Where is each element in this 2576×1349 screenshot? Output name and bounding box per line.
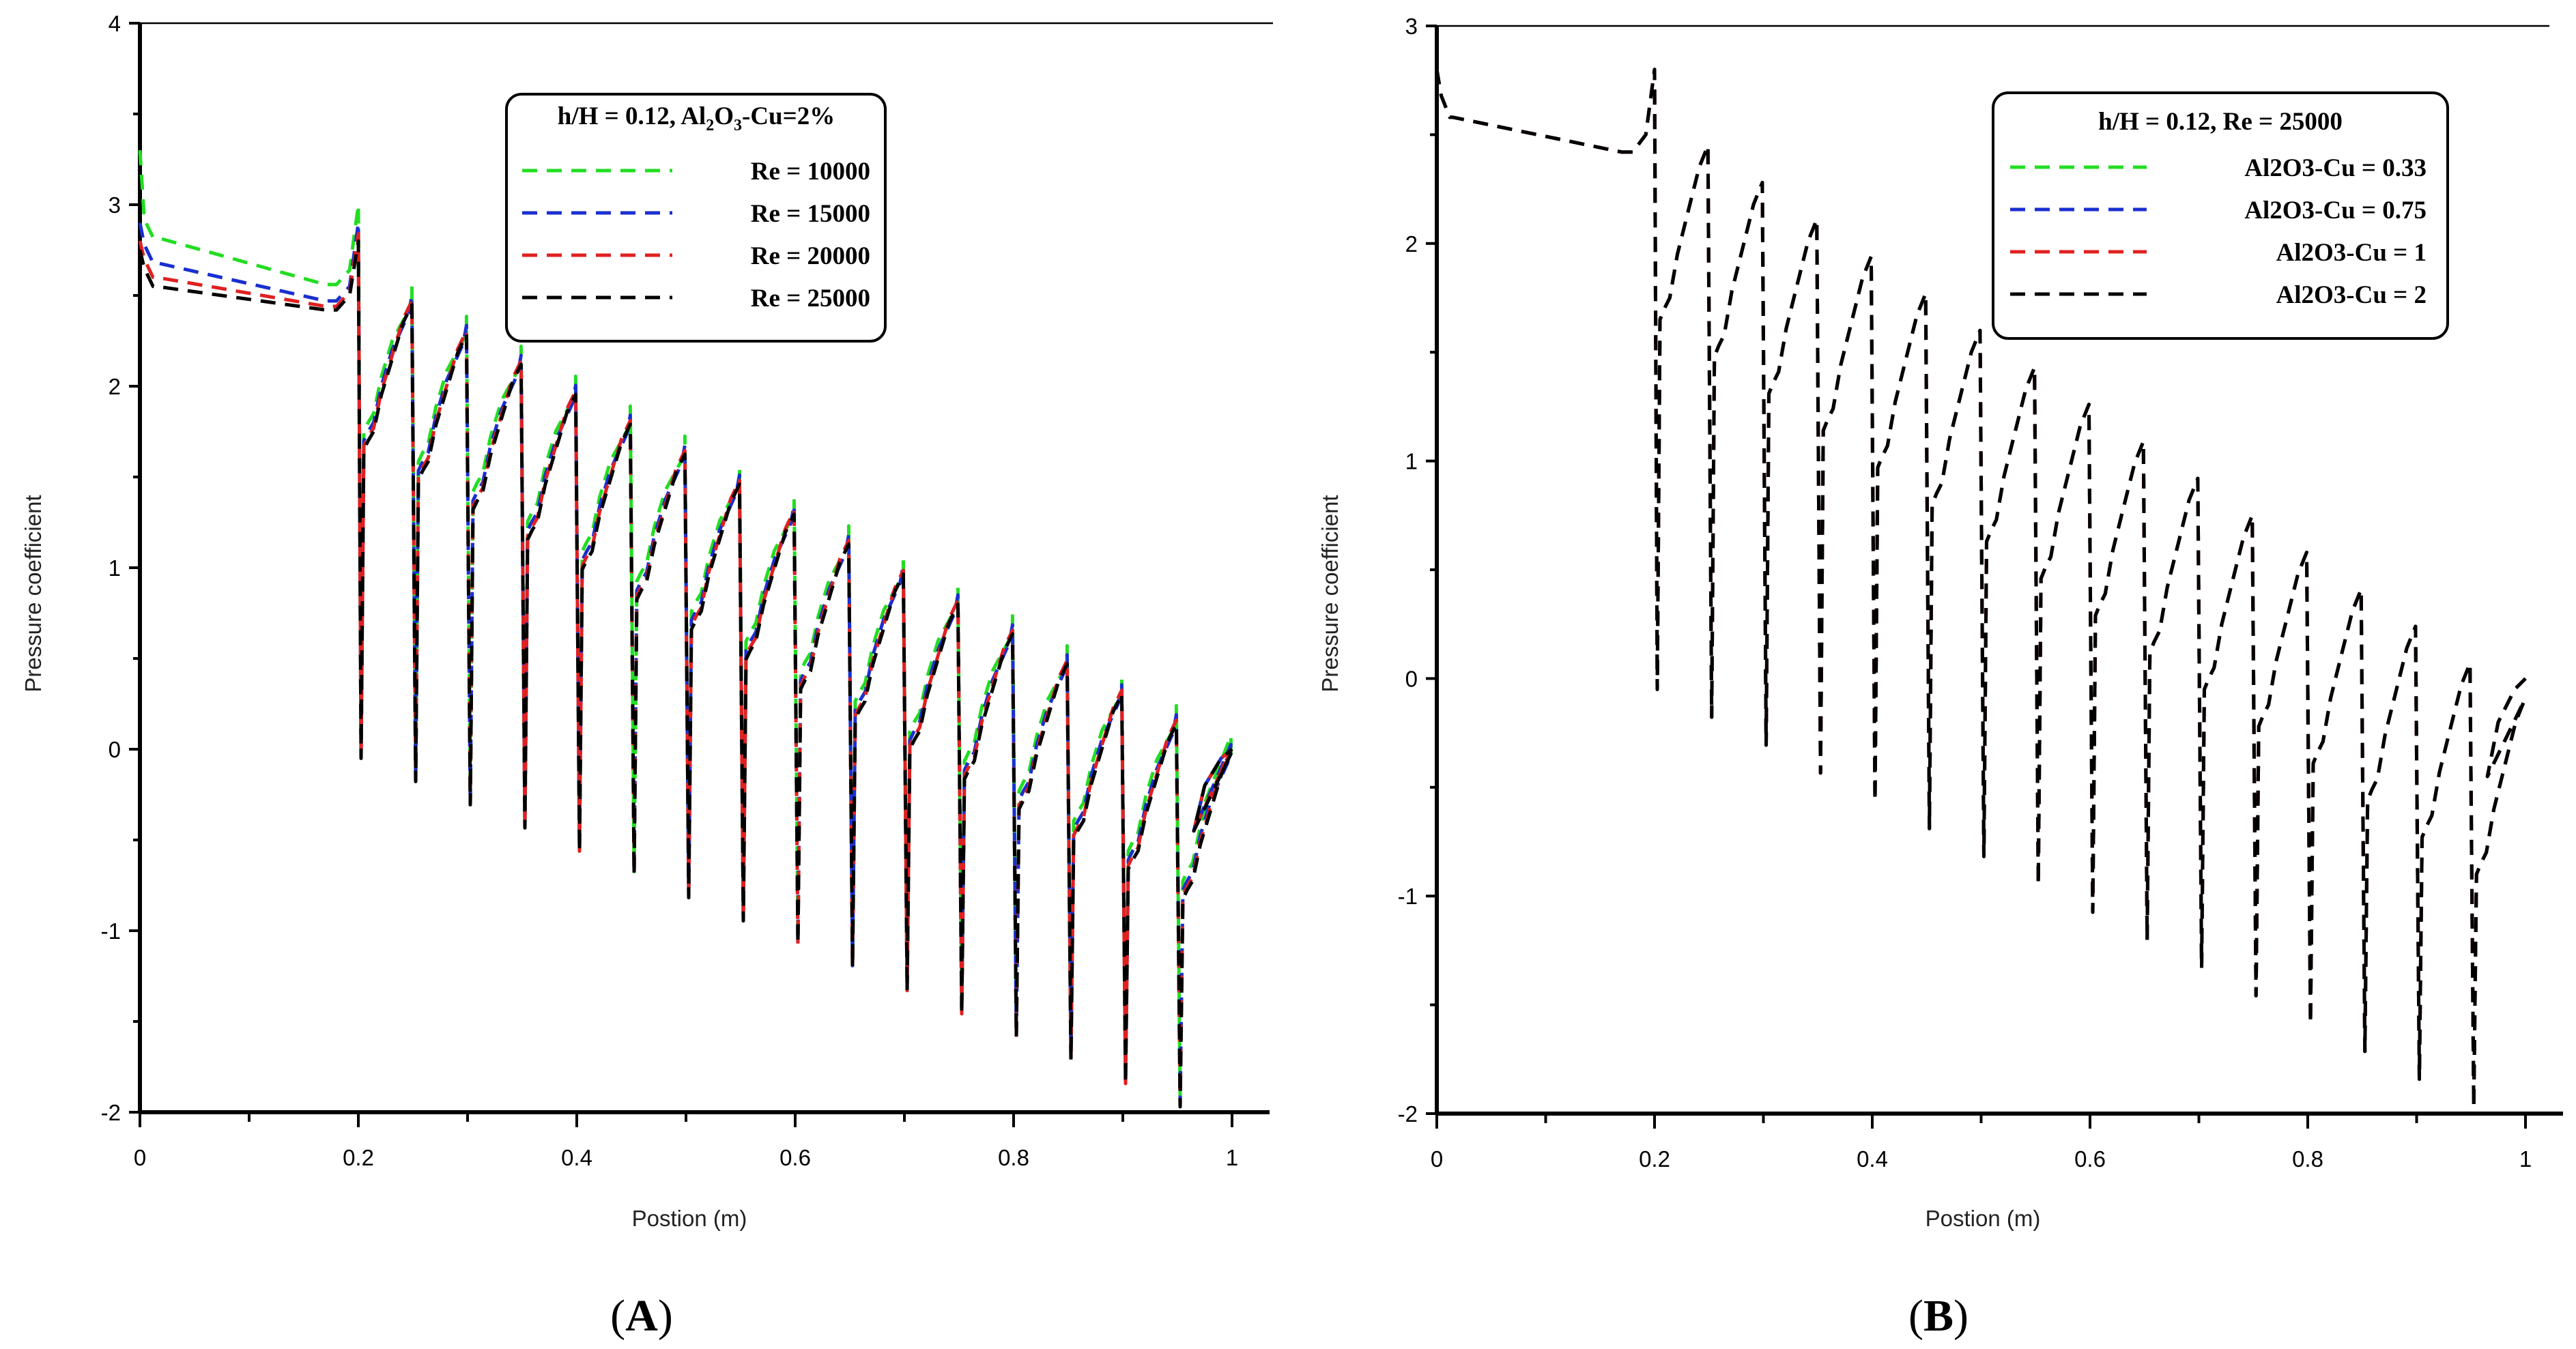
x-axis-title: Postion (m)	[1926, 1206, 2041, 1231]
legend-title: h/H = 0.12, Re = 25000	[2098, 108, 2343, 136]
panel-letter: B	[1923, 1291, 1954, 1341]
legend: h/H = 0.12, Re = 25000 Al2O3-Cu = 0.33 Al…	[1992, 91, 2449, 340]
legend-box	[505, 93, 887, 343]
chart-panel-b: -2 -1 0 1 2 3 0 0.2 0.4 0.6 0.8 1 Postion (m) Press…	[1317, 14, 2563, 1341]
y-tick-label: 3	[1405, 14, 1418, 39]
x-tick-label: 0.8	[2292, 1146, 2323, 1172]
x-tick-label: 1	[2519, 1146, 2532, 1172]
legend-label: Al2O3-Cu = 2	[2276, 281, 2427, 309]
axes: -2 -1 0 1 2 3 0 0.2 0.4 0.6 0.8 1	[1398, 14, 2563, 1172]
x-tick-label: 0.6	[2074, 1146, 2106, 1172]
x-tick-label: 0.4	[561, 1145, 592, 1170]
legend-label: Re = 10000	[751, 158, 870, 186]
x-tick-label: 0.2	[1639, 1146, 1670, 1172]
series-line-2	[138, 221, 1233, 1106]
legend-label: Al2O3-Cu = 0.75	[2244, 197, 2427, 224]
panel-label-a: (A)	[610, 1291, 673, 1341]
legend-title: h/H = 0.12, Al2O3-Cu=2%	[558, 102, 835, 134]
axes: -2 -1 0 1 2 3 4 0 0.2 0.4 0.6 0.8 1	[101, 11, 1270, 1170]
y-axis-title: Pressure coefficient	[20, 495, 46, 692]
chart-panel-a: -2 -1 0 1 2 3 4 0 0.2 0.4 0.6 0.8 1 Postion (m) Pres…	[20, 11, 1273, 1341]
legend: h/H = 0.12, Al2O3-Cu=2% Re = 10000 Re = 1…	[505, 93, 887, 343]
legend-label: Re = 20000	[751, 242, 870, 270]
legend-box	[1992, 91, 2449, 340]
series-line-4	[1435, 68, 2527, 1109]
x-tick-label: 0.6	[779, 1145, 811, 1170]
legend-label: Re = 25000	[751, 285, 870, 313]
y-tick-label: 2	[1405, 231, 1418, 257]
x-tick-label: 0	[1431, 1146, 1443, 1172]
legend-title-part: -Cu=2%	[742, 102, 835, 130]
x-tick-label: 0.4	[1857, 1146, 1888, 1172]
series-group	[1435, 68, 2527, 1109]
y-tick-label: 4	[109, 11, 121, 36]
y-tick-label: 2	[109, 374, 121, 399]
x-axis-title: Postion (m)	[632, 1206, 747, 1231]
y-tick-label: 1	[1405, 449, 1418, 474]
series-group	[138, 150, 1233, 1109]
x-tick-label: 1	[1226, 1145, 1238, 1170]
y-tick-label: 3	[109, 192, 121, 218]
legend-title-part: O	[714, 102, 734, 130]
x-tick-label: 0.2	[343, 1145, 374, 1170]
y-axis-title: Pressure coefficient	[1317, 495, 1343, 692]
legend-title-part: h/H = 0.12, Al	[558, 102, 706, 130]
y-tick-label: -1	[101, 918, 121, 944]
y-tick-label: 0	[109, 737, 121, 762]
y-tick-label: -2	[101, 1100, 121, 1125]
x-tick-label: 0	[134, 1145, 146, 1170]
legend-label: Al2O3-Cu = 0.33	[2244, 154, 2427, 182]
panel-letter: A	[625, 1291, 658, 1341]
legend-title-subscript: 2	[706, 117, 714, 134]
panel-label-b: (B)	[1908, 1291, 1969, 1341]
y-tick-label: -1	[1398, 884, 1418, 909]
y-tick-label: -2	[1398, 1101, 1418, 1127]
legend-label: Al2O3-Cu = 1	[2276, 239, 2427, 267]
series-line-4	[138, 239, 1233, 1109]
y-tick-label: 0	[1405, 666, 1418, 691]
legend-label: Re = 15000	[751, 200, 870, 228]
legend-title-subscript: 3	[734, 117, 742, 134]
y-tick-label: 1	[109, 555, 121, 581]
x-tick-label: 0.8	[998, 1145, 1029, 1170]
